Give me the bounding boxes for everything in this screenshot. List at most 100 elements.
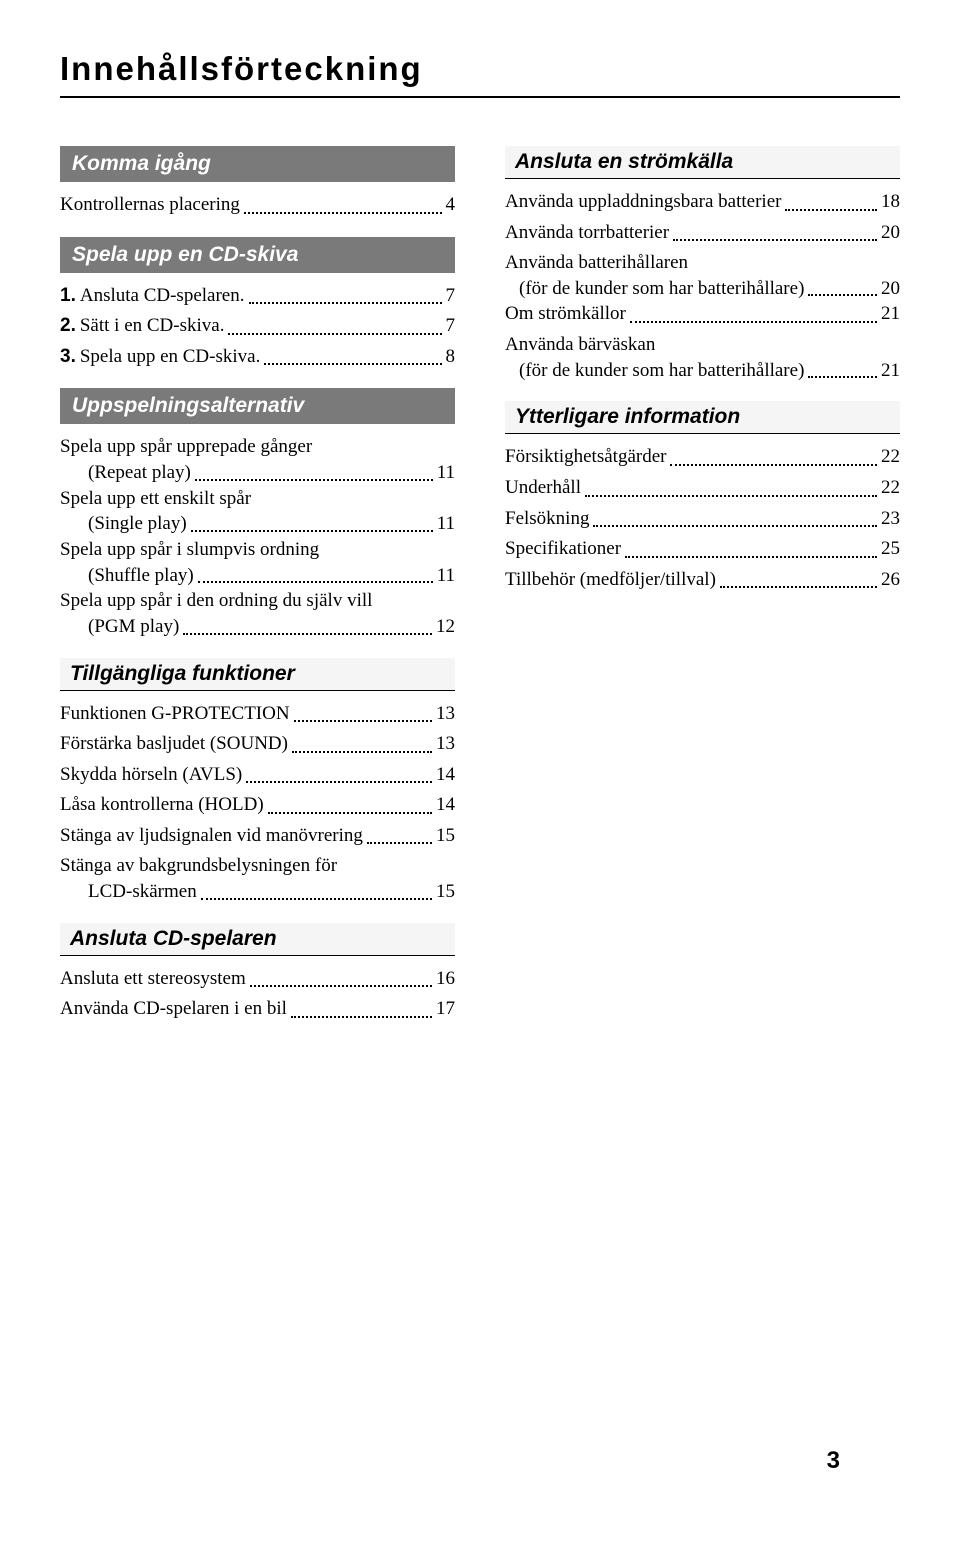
- toc-item-label: Specifikationer: [505, 536, 621, 563]
- toc-dots: [246, 781, 432, 783]
- toc-item: Använda uppladdningsbara batterier 18: [505, 189, 900, 216]
- toc-item: Specifikationer 25: [505, 536, 900, 563]
- toc-item: Förstärka basljudet (SOUND) 13: [60, 731, 455, 758]
- toc-item: 2.Sätt i en CD-skiva.7: [60, 313, 455, 340]
- toc-item-label: Använda uppladdningsbara batterier: [505, 189, 781, 216]
- toc-dots: [191, 530, 433, 532]
- toc-item-page: 11: [437, 563, 455, 589]
- toc-item-label: (för de kunder som har batterihållare): [519, 276, 804, 302]
- toc-item-label: Förstärka basljudet (SOUND): [60, 731, 288, 758]
- toc-item-lead: Stänga av bakgrundsbelysningen för: [60, 853, 455, 879]
- toc-dots: [294, 720, 432, 722]
- toc-item-lead: Spela upp ett enskilt spår: [60, 486, 455, 512]
- toc-item: 3.Spela upp en CD-skiva. 8: [60, 344, 455, 371]
- toc-dots: [250, 985, 432, 987]
- toc-item: Om strömkällor 21: [505, 301, 900, 328]
- toc-item: Låsa kontrollerna (HOLD)14: [60, 792, 455, 819]
- toc-item-label: Använda torrbatterier: [505, 220, 669, 247]
- page-title: Innehållsförteckning: [60, 50, 900, 88]
- toc-item-tail: (Single play) 11: [60, 511, 455, 537]
- toc-item-lead: Spela upp spår i den ordning du själv vi…: [60, 588, 455, 614]
- toc-item-tail: (för de kunder som har batterihållare) 21: [505, 358, 900, 384]
- toc-item-page: 14: [436, 792, 455, 819]
- toc-item: Kontrollernas placering4: [60, 192, 455, 219]
- title-rule: [60, 96, 900, 98]
- toc-dots: [268, 812, 432, 814]
- toc-item-page: 8: [446, 344, 456, 371]
- toc-item-page: 22: [881, 475, 900, 502]
- toc-item-page: 11: [437, 511, 455, 537]
- toc-item: Använda torrbatterier20: [505, 220, 900, 247]
- toc-item-page: 21: [881, 301, 900, 328]
- toc-dots: [198, 581, 433, 583]
- page-number: 3: [827, 1447, 840, 1475]
- toc-item-page: 13: [436, 731, 455, 758]
- section-header: Spela upp en CD-skiva: [60, 237, 455, 273]
- toc-item-page: 17: [436, 996, 455, 1023]
- section-header: Komma igång: [60, 146, 455, 182]
- toc-item-page: 25: [881, 536, 900, 563]
- toc-item-label: (PGM play): [88, 614, 179, 640]
- toc-item-page: 21: [881, 358, 900, 384]
- toc-group: Försiktighetsåtgärder 22Underhåll 22 Felsök…: [505, 444, 900, 593]
- toc-item-lead: Använda bärväskan: [505, 332, 900, 358]
- toc-item: Ansluta ett stereosystem 16: [60, 966, 455, 993]
- toc-item-page: 4: [446, 192, 456, 219]
- toc-item-page: 7: [446, 313, 456, 340]
- toc-item-page: 15: [436, 879, 455, 905]
- toc-item-tail: (Shuffle play) 11: [60, 563, 455, 589]
- toc-item-page: 26: [881, 567, 900, 594]
- toc-item-label: Felsökning: [505, 506, 589, 533]
- toc-item: 1.Ansluta CD-spelaren. 7: [60, 283, 455, 310]
- toc-dots: [264, 363, 441, 365]
- toc-item-label: Försiktighetsåtgärder: [505, 444, 666, 471]
- toc-group: Spela upp spår upprepade gånger(Repeat p…: [60, 434, 455, 639]
- toc-item-lead: Spela upp spår i slumpvis ordning: [60, 537, 455, 563]
- toc-dots: [244, 212, 442, 214]
- toc-item-label: Skydda hörseln (AVLS): [60, 762, 242, 789]
- toc-item-label: (Shuffle play): [88, 563, 194, 589]
- toc-dots: [292, 751, 432, 753]
- toc-item-page: 7: [446, 283, 456, 310]
- toc-item-label: Underhåll: [505, 475, 581, 502]
- section-header: Ytterligare information: [505, 401, 900, 434]
- toc-item-label: LCD-skärmen: [88, 879, 197, 905]
- toc-item: Underhåll 22: [505, 475, 900, 502]
- toc-dots: [367, 842, 432, 844]
- toc-item-page: 15: [436, 823, 455, 850]
- toc-item-label: Om strömkällor: [505, 301, 626, 328]
- toc-item-label: (för de kunder som har batterihållare): [519, 358, 804, 384]
- toc-item-label: 3.Spela upp en CD-skiva.: [60, 344, 260, 371]
- toc-item: Stänga av ljudsignalen vid manövrering 15: [60, 823, 455, 850]
- section-header: Uppspelningsalternativ: [60, 388, 455, 424]
- toc-group: Använda uppladdningsbara batterier18Anvä…: [505, 189, 900, 383]
- toc-item-label: Stänga av ljudsignalen vid manövrering: [60, 823, 363, 850]
- toc-item-label: Ansluta ett stereosystem: [60, 966, 246, 993]
- toc-item-page: 20: [881, 276, 900, 302]
- toc-dots: [249, 302, 442, 304]
- toc-dots: [630, 321, 877, 323]
- toc-dots: [808, 294, 877, 296]
- toc-item-page: 18: [881, 189, 900, 216]
- toc-dots: [670, 464, 877, 466]
- toc-column-right: Ansluta en strömkälla Använda uppladdning…: [505, 128, 900, 1041]
- toc-item: Tillbehör (medföljer/tillval)26: [505, 567, 900, 594]
- toc-dots: [808, 376, 877, 378]
- toc-dots: [593, 525, 877, 527]
- toc-item-num: 1.: [60, 285, 76, 306]
- toc-column-left: Komma igång Kontrollernas placering4 Spela…: [60, 128, 455, 1041]
- toc-item-page: 23: [881, 506, 900, 533]
- toc-item-tail: LCD-skärmen 15: [60, 879, 455, 905]
- section-header: Ansluta en strömkälla: [505, 146, 900, 179]
- toc-item-label: Funktionen G-PROTECTION: [60, 701, 290, 728]
- toc-item-label: Använda CD-spelaren i en bil: [60, 996, 287, 1023]
- toc-item-page: 16: [436, 966, 455, 993]
- toc-dots: [195, 479, 433, 481]
- toc-dots: [720, 586, 877, 588]
- toc-item-label: (Single play): [88, 511, 187, 537]
- toc-group: 1.Ansluta CD-spelaren.72.Sätt i en CD-sk…: [60, 283, 455, 371]
- toc-item-page: 11: [437, 460, 455, 486]
- toc-item-label: 1.Ansluta CD-spelaren.: [60, 283, 245, 310]
- toc-item: Använda CD-spelaren i en bil 17: [60, 996, 455, 1023]
- toc-item-lead: Spela upp spår upprepade gånger: [60, 434, 455, 460]
